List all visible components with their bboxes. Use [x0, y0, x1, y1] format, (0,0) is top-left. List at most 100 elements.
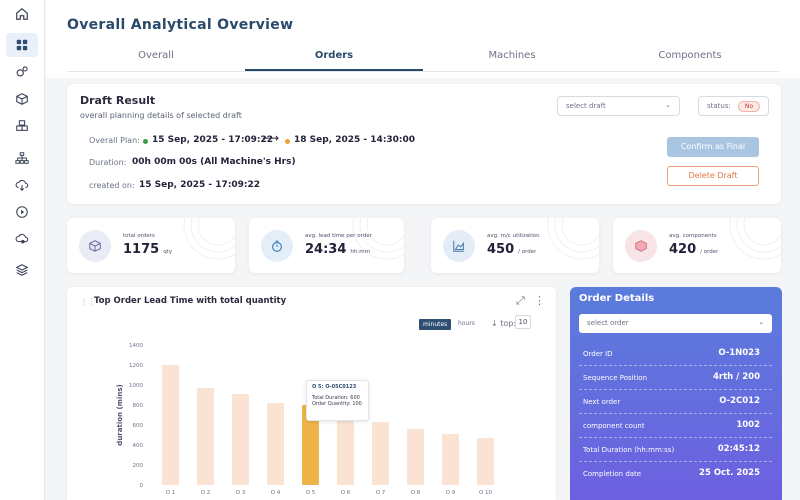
kpi-value: 1175 qty: [123, 242, 172, 257]
more-options-icon[interactable]: ⋮: [534, 294, 545, 307]
kpi-label: avg. lead time per order: [305, 233, 372, 239]
kpi-unit: / order: [518, 249, 537, 255]
top-n-input[interactable]: 10: [515, 315, 531, 329]
x-tick-label: O 5: [306, 490, 316, 496]
created-on-label: created on:: [89, 181, 135, 190]
kpi-unit: qty: [163, 249, 173, 255]
bar: [407, 429, 424, 485]
kpi-number: 420: [669, 242, 697, 257]
decorative-arcs-icon: [352, 218, 404, 260]
kpi-unit: / order: [700, 249, 719, 255]
kpi-value: 420/ order: [669, 242, 718, 257]
kpi-number: 1175: [123, 242, 160, 257]
order-detail-row: Sequence Position 4rth / 200: [579, 366, 772, 390]
y-tick-label: 1000: [129, 383, 143, 389]
delete-draft-button[interactable]: Delete Draft: [667, 166, 759, 186]
tab-machines[interactable]: Machines: [488, 50, 536, 61]
layers-cubes-icon[interactable]: [12, 116, 32, 136]
order-detail-row: Order ID O-1N023: [579, 342, 772, 366]
y-tick-label: 600: [133, 423, 144, 429]
draft-title: Draft Result: [80, 94, 156, 107]
detail-key: Sequence Position: [583, 374, 648, 382]
tab-overall[interactable]: Overall: [138, 50, 174, 61]
order-detail-row: component count 1002: [579, 414, 772, 438]
tooltip-duration: Total Duration: 600: [312, 395, 360, 401]
confirm-as-final-button[interactable]: Confirm as Final: [667, 137, 759, 157]
order-details-panel: Order Details select order ⌄ Order ID O-1…: [570, 287, 782, 500]
x-tick-label: O 8: [411, 490, 421, 496]
kpi-label: total orders: [123, 233, 155, 239]
stopwatch-icon: [261, 230, 293, 262]
y-axis-label: duration (mins): [116, 384, 124, 445]
detail-key: component count: [583, 422, 645, 430]
plan-start: 15 Sep, 2025 - 17:09:22: [152, 135, 274, 145]
kpi-card-avg-components: avg. components 420/ order: [613, 218, 781, 273]
fullscreen-icon[interactable]: ⤢: [516, 294, 525, 307]
select-draft-placeholder: select draft: [566, 102, 606, 110]
kpi-number: 24:34: [305, 242, 347, 257]
hierarchy-icon[interactable]: [12, 148, 32, 168]
bar: [197, 388, 214, 485]
gears-icon[interactable]: [12, 62, 32, 82]
detail-value: 1002: [736, 420, 760, 430]
select-order-dropdown[interactable]: select order ⌄: [579, 314, 772, 333]
bar: [372, 422, 389, 485]
select-order-placeholder: select order: [587, 319, 629, 327]
kpi-value: 450/ order: [487, 242, 536, 257]
bar: [162, 365, 179, 485]
status-badge: No: [737, 101, 760, 112]
home-icon[interactable]: [12, 4, 32, 24]
bar: [477, 438, 494, 485]
y-tick-label: 1200: [129, 363, 143, 369]
chevron-down-icon: ⌄: [665, 101, 671, 109]
tab-orders[interactable]: Orders: [245, 44, 423, 71]
order-detail-row: Next order O-2C012: [579, 390, 772, 414]
x-tick-label: O 7: [376, 490, 386, 496]
draft-result-card: Draft Result overall planning details of…: [67, 84, 781, 204]
status-label: status:: [707, 102, 731, 110]
tooltip-order: O 5:: [312, 384, 324, 390]
detail-value: 4rth / 200: [713, 372, 760, 382]
detail-value: 02:45:12: [717, 444, 760, 454]
bar: [337, 415, 354, 485]
cube-icon[interactable]: [12, 89, 32, 109]
detail-value: 25 Oct. 2025: [699, 468, 760, 478]
detail-value: O-2C012: [719, 396, 760, 406]
hours-toggle[interactable]: hours: [458, 320, 475, 327]
chevron-down-icon: ⌄: [758, 318, 764, 326]
detail-key: Order ID: [583, 350, 613, 358]
cloud-download-icon[interactable]: [12, 175, 32, 195]
dashboard-grid-icon[interactable]: [6, 33, 38, 57]
detail-key: Total Duration (hh:mm:ss): [583, 446, 675, 454]
tooltip-header: O 5: O-05C0123: [312, 384, 363, 390]
y-tick-label: 0: [140, 483, 144, 489]
tooltip-order-id: O-05C0123: [325, 384, 357, 390]
minutes-toggle[interactable]: minutes: [419, 319, 452, 330]
decorative-arcs-icon: [183, 218, 235, 260]
x-tick-label: O 1: [166, 490, 176, 496]
kpi-label: avg. components: [669, 233, 717, 239]
tab-components[interactable]: Components: [658, 50, 722, 61]
draft-subtitle: overall planning details of selected dra…: [80, 111, 242, 120]
overall-plan-label: Overall Plan:: [89, 136, 140, 145]
select-draft-dropdown[interactable]: select draft ⌄: [557, 96, 680, 116]
kpi-unit: hh:mm: [350, 249, 370, 255]
duration-value: 00h 00m 00s (All Machine's Hrs): [132, 157, 296, 167]
status-field: status: No: [698, 96, 769, 116]
decorative-arcs-icon: [729, 218, 781, 260]
chart-tooltip: O 5: O-05C0123 Total Duration: 600 Order…: [306, 380, 369, 421]
bar: [302, 405, 319, 485]
bar: [442, 434, 459, 485]
page-header: Overall Analytical Overview Overall Orde…: [46, 0, 800, 78]
kpi-card-mc-utilization: avg. m/c utilization 450/ order: [431, 218, 599, 273]
x-tick-label: O 2: [201, 490, 211, 496]
cloud-settings-icon[interactable]: [12, 229, 32, 249]
play-circle-icon[interactable]: [12, 202, 32, 222]
x-tick-label: O 3: [236, 490, 246, 496]
drag-handle-icon[interactable]: ⋮⋮: [80, 297, 96, 306]
bar-chart: 0 200 400 600 800 1000 1200 1400 duration (mins)…: [116, 343, 494, 496]
stack-icon[interactable]: [12, 260, 32, 280]
cubes-icon: [625, 230, 657, 262]
x-tick-label: O 4: [271, 490, 281, 496]
lead-time-chart-card: ⋮⋮ Top Order Lead Time with total quanti…: [67, 287, 556, 500]
